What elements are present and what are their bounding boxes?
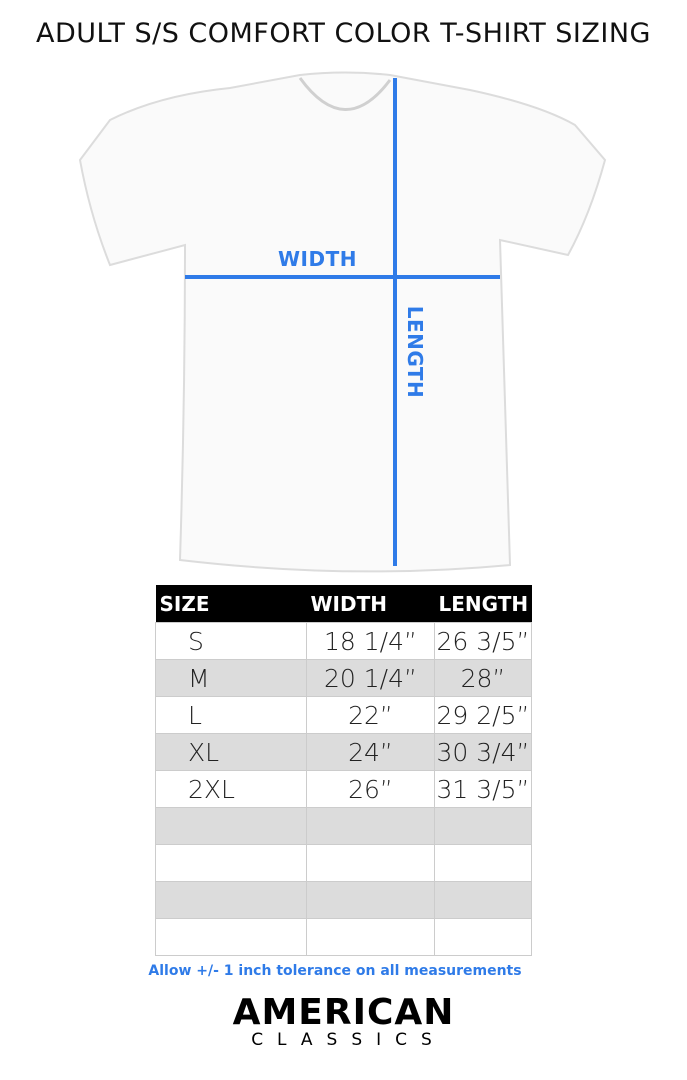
table-row: [155, 844, 532, 882]
size-cell: XL: [155, 733, 307, 771]
header-size: SIZE: [155, 585, 307, 623]
header-length: LENGTH: [434, 585, 532, 623]
size-cell: 2XL: [155, 770, 307, 808]
length-cell: 31 3/5”: [434, 770, 532, 808]
size-cell: [155, 918, 307, 956]
width-label: WIDTH: [278, 247, 357, 271]
length-cell: [434, 918, 532, 956]
size-table: SIZE WIDTH LENGTH S 18 1/4” 26 3/5” M 20 1/4…: [155, 585, 532, 956]
size-cell: L: [155, 696, 307, 734]
size-cell: [155, 881, 307, 919]
tshirt-diagram: [78, 71, 607, 573]
length-cell: 26 3/5”: [434, 622, 532, 660]
width-cell: [306, 918, 435, 956]
table-row: S 18 1/4” 26 3/5”: [155, 622, 532, 660]
length-label: LENGTH: [403, 305, 427, 399]
tolerance-note: Allow +/- 1 inch tolerance on all measur…: [148, 963, 522, 979]
width-cell: [306, 881, 435, 919]
length-cell: [434, 881, 532, 919]
brand-logo-sub: CLASSICS: [251, 1030, 446, 1050]
length-cell: 30 3/4”: [434, 733, 532, 771]
brand-logo: AMERICAN: [232, 992, 455, 1033]
width-cell: 20 1/4”: [306, 659, 435, 697]
table-row: XL 24” 30 3/4”: [155, 733, 532, 771]
length-cell: [434, 807, 532, 845]
table-row: M 20 1/4” 28”: [155, 659, 532, 697]
size-cell: [155, 807, 307, 845]
width-cell: [306, 844, 435, 882]
size-cell: S: [155, 622, 307, 660]
table-row: [155, 881, 532, 919]
width-cell: 22”: [306, 696, 435, 734]
collar: [298, 77, 392, 111]
tshirt-shape: [78, 71, 607, 573]
width-cell: 18 1/4”: [306, 622, 435, 660]
width-cell: 26”: [306, 770, 435, 808]
table-row: L 22” 29 2/5”: [155, 696, 532, 734]
width-cell: 24”: [306, 733, 435, 771]
header-width: WIDTH: [306, 585, 435, 623]
table-row: [155, 918, 532, 956]
size-cell: M: [155, 659, 307, 697]
length-cell: [434, 844, 532, 882]
page-title: ADULT S/S COMFORT COLOR T-SHIRT SIZING: [36, 18, 651, 49]
length-cell: 28”: [434, 659, 532, 697]
length-cell: 29 2/5”: [434, 696, 532, 734]
table-row: [155, 807, 532, 845]
width-cell: [306, 807, 435, 845]
size-cell: [155, 844, 307, 882]
table-row: 2XL 26” 31 3/5”: [155, 770, 532, 808]
